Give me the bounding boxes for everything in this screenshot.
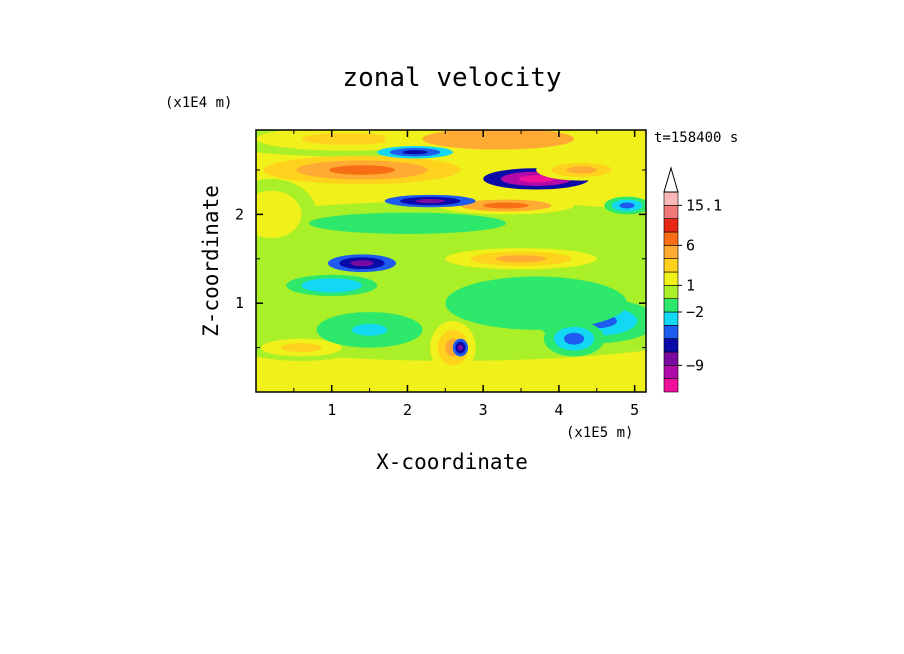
colorbar-label: 1: [686, 276, 695, 294]
colorbar-label: −9: [686, 356, 704, 374]
field-contour: [566, 166, 597, 174]
colorbar-label: −2: [686, 303, 704, 321]
colorbar-swatch: [663, 271, 679, 286]
y-axis-title: Z-coordinate: [199, 185, 223, 337]
colorbar-swatch: [663, 365, 679, 379]
x-tick-label: 4: [554, 401, 563, 419]
field-contour: [350, 260, 374, 267]
field-contour: [415, 198, 446, 204]
colorbar-swatch: [663, 378, 679, 393]
field-contour: [460, 133, 537, 145]
field-contour: [483, 202, 529, 209]
colorbar-swatch: [663, 258, 679, 273]
field-contour: [329, 165, 395, 175]
field-contour: [351, 323, 388, 336]
field-contour: [518, 175, 554, 183]
field-contour: [495, 255, 547, 263]
y-multiplier-label: (x1E4 m): [165, 95, 232, 111]
colorbar-label: 15.1: [686, 196, 722, 214]
colorbar-swatch: [663, 311, 679, 326]
x-tick-label: 3: [479, 401, 488, 419]
x-axis-title: X-coordinate: [376, 450, 528, 474]
x-tick-label: 1: [327, 401, 336, 419]
contour-field: [256, 130, 646, 392]
field-contour: [301, 132, 393, 145]
colorbar-swatch: [663, 338, 679, 353]
x-axis: 1 2 3 4 5: [293, 130, 639, 419]
colorbar-swatch: [663, 325, 679, 339]
x-tick-label: 5: [630, 401, 639, 419]
field-contour: [563, 332, 585, 345]
y-axis: 12: [235, 169, 646, 349]
plot-frame: [255, 129, 647, 393]
colorbar-swatch: [663, 218, 679, 233]
colorbar-swatch: [663, 245, 679, 259]
chart-title: zonal velocity: [342, 63, 561, 93]
field-contour: [374, 219, 441, 227]
x-multiplier-label: (x1E5 m): [566, 425, 633, 441]
colorbar-swatch: [663, 351, 679, 366]
field-contour: [619, 202, 635, 209]
y-tick-label: 2: [235, 205, 244, 223]
field-contour: [505, 294, 567, 313]
colorbar-swatch: [663, 191, 679, 206]
colorbar-swatch: [663, 205, 679, 219]
x-tick-label: 2: [403, 401, 412, 419]
field-contour: [256, 202, 287, 227]
colorbar-label: 6: [686, 236, 695, 254]
y-tick-label: 1: [235, 294, 244, 312]
colorbar-swatch: [663, 298, 679, 313]
field-contour: [281, 343, 322, 353]
field-contour: [457, 344, 463, 351]
field-contour: [402, 150, 428, 155]
colorbar: 15.1 6 1 −2 −9: [663, 166, 722, 393]
field-contour: [316, 281, 347, 289]
colorbar-swatch: [663, 231, 679, 246]
colorbar-swatch: [663, 285, 679, 299]
colorbar-extend-arrow: [663, 166, 679, 193]
time-label: t=158400 s: [654, 130, 738, 146]
